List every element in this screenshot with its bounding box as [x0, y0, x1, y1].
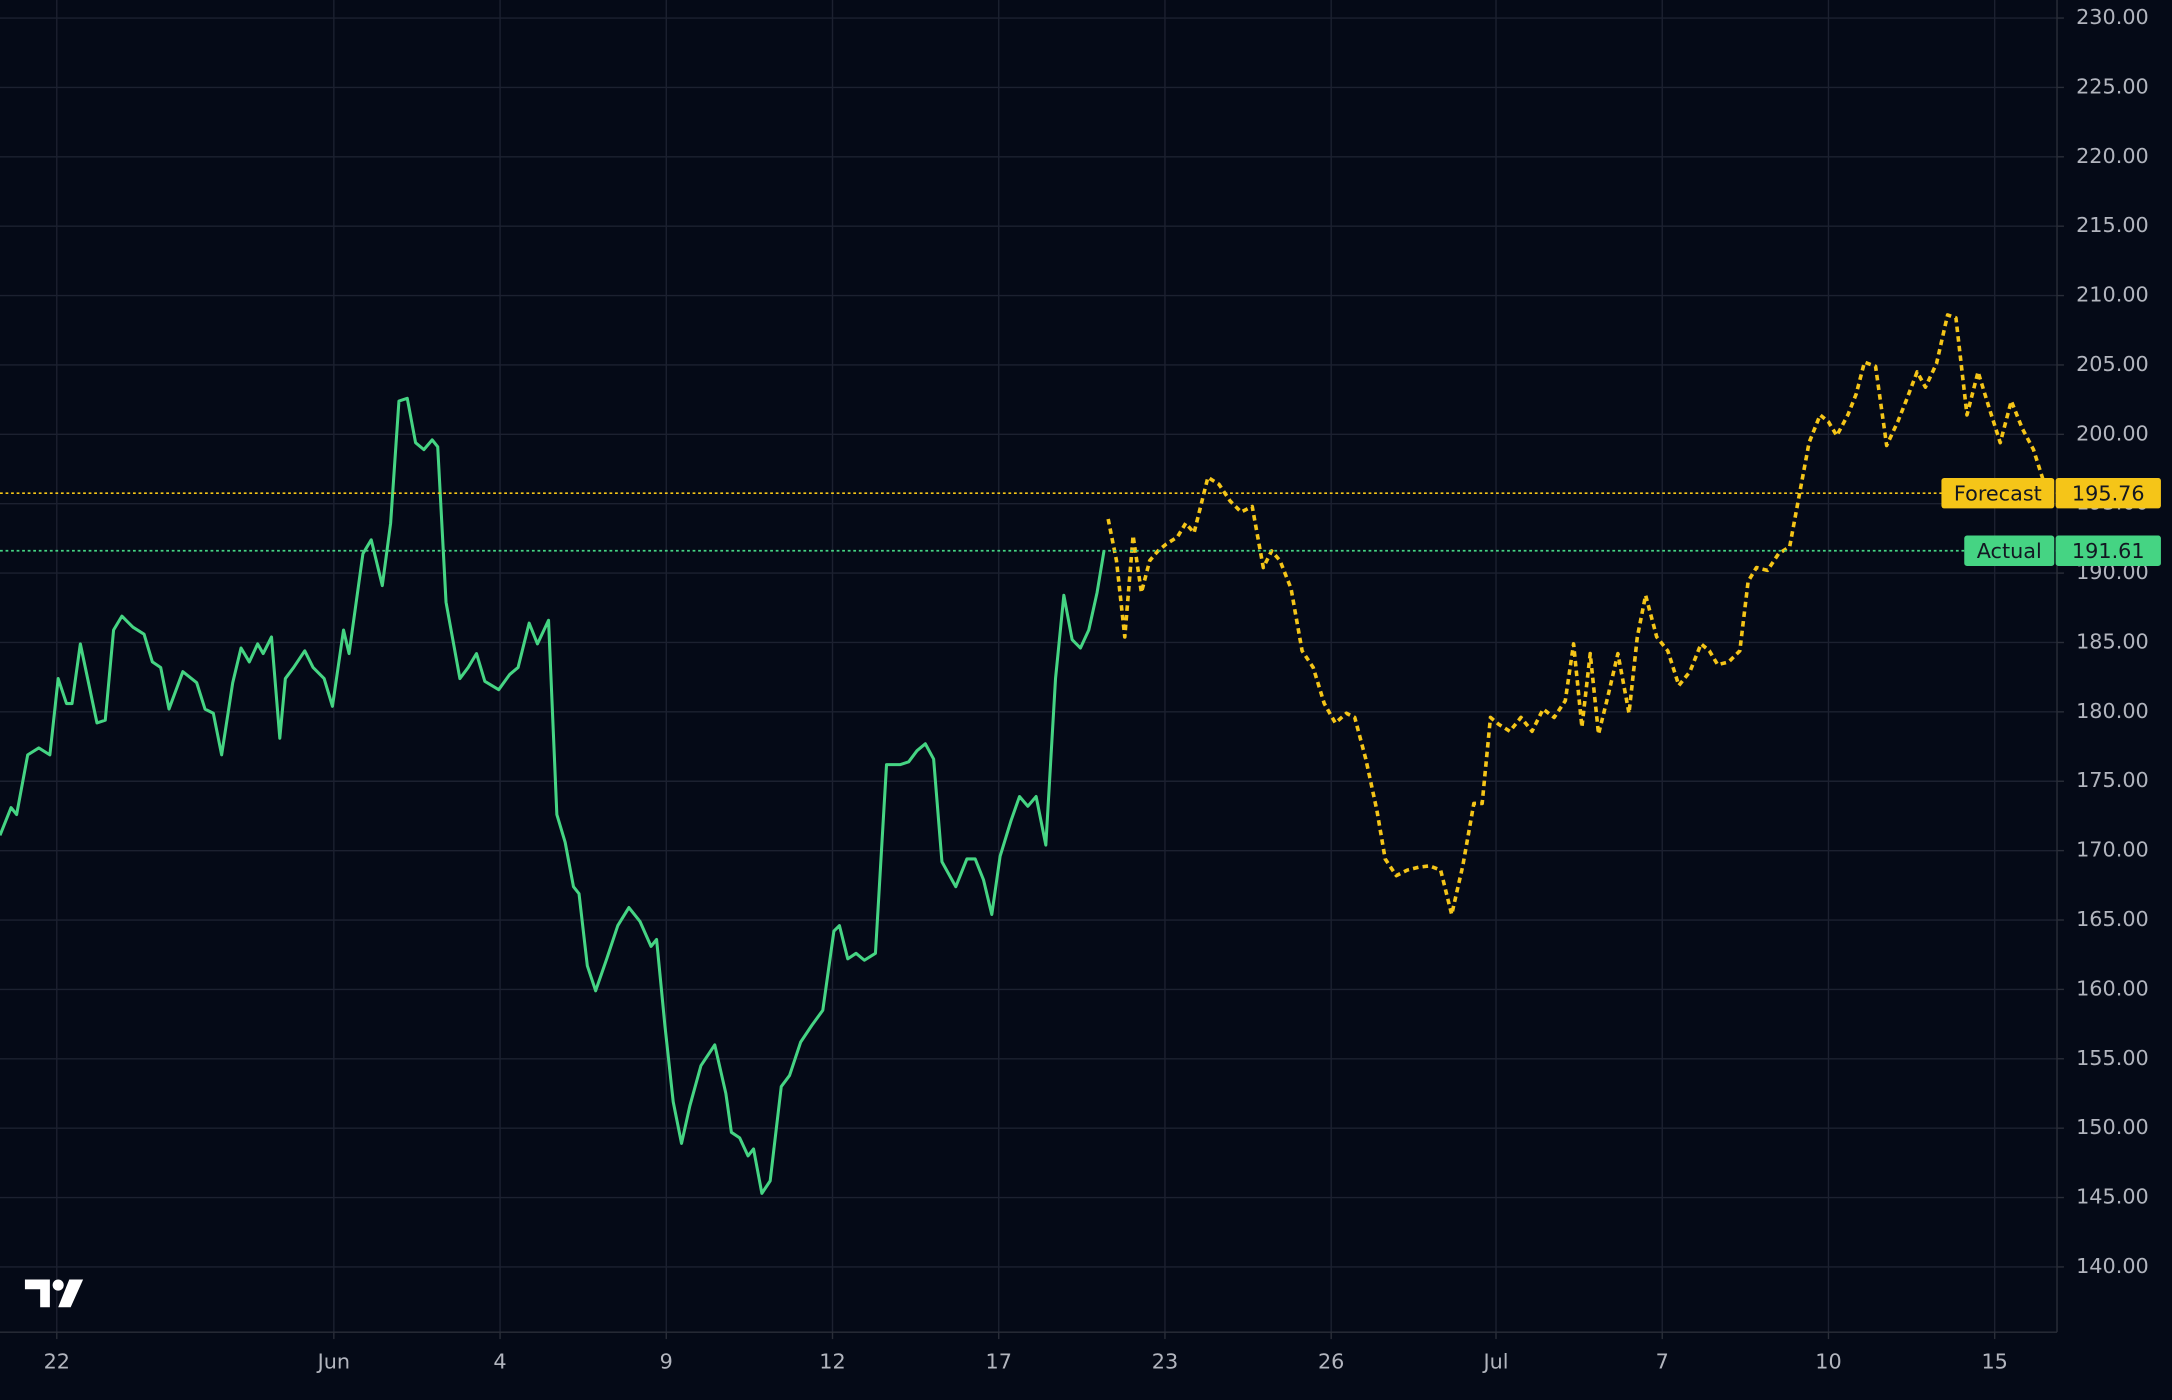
- series-line: [0, 396, 1106, 1195]
- y-tick-label: 215.00: [2076, 213, 2149, 237]
- logo-mark: [24, 1279, 50, 1308]
- y-tick-label: 150.00: [2076, 1115, 2149, 1139]
- logo-mark: [52, 1279, 64, 1291]
- y-tick-label: 185.00: [2076, 629, 2149, 653]
- y-tick-label: 175.00: [2076, 768, 2149, 792]
- y-tick-label: 170.00: [2076, 838, 2149, 862]
- tag-value-box: [2055, 535, 2161, 566]
- y-tick-label: 230.00: [2076, 5, 2149, 29]
- price-tags: Actual 191.61 Forecast 195.76: [1941, 477, 2161, 566]
- x-tick-label: 23: [1152, 1350, 1178, 1374]
- y-tick-label: 205.00: [2076, 352, 2149, 376]
- x-tick-label: 7: [1656, 1350, 1669, 1374]
- series-line: [1106, 313, 2050, 917]
- y-tick-label: 160.00: [2076, 976, 2149, 1000]
- tag-value: 195.76: [2072, 482, 2145, 506]
- x-tick-label: Jun: [316, 1350, 350, 1374]
- logo-mark: [58, 1279, 84, 1308]
- x-tick-label: 10: [1815, 1350, 1841, 1374]
- x-tick-label: 15: [1981, 1350, 2007, 1374]
- tag-value-box: [2055, 477, 2161, 509]
- y-tick-label: 180.00: [2076, 699, 2149, 723]
- x-tick-label: 26: [1318, 1350, 1344, 1374]
- y-tick-label: 190.00: [2076, 560, 2149, 584]
- tag-name-box: [1941, 477, 2055, 509]
- y-tick-label: 225.00: [2076, 74, 2149, 98]
- x-tick-label: 22: [44, 1350, 70, 1374]
- x-tick-label: Jul: [1481, 1350, 1508, 1374]
- x-tick-label: 17: [986, 1350, 1012, 1374]
- tag-value: 191.61: [2072, 539, 2145, 563]
- y-tick-label: 145.00: [2076, 1185, 2149, 1209]
- x-tick-label: 4: [493, 1350, 506, 1374]
- tag-name: Actual: [1977, 539, 2042, 563]
- plot: [0, 313, 2058, 1195]
- grid: [0, 0, 2058, 1333]
- x-tick-label: 12: [819, 1350, 845, 1374]
- y-tick-label: 220.00: [2076, 144, 2149, 168]
- y-tick-label: 165.00: [2076, 907, 2149, 931]
- logo: [24, 1279, 84, 1308]
- x-tick-label: 9: [660, 1350, 673, 1374]
- y-tick-label: 140.00: [2076, 1254, 2149, 1278]
- y-tick-label: 200.00: [2076, 421, 2149, 445]
- axes: 140.00 145.00 150.00 155.00 160.00 165.00 170.…: [44, 5, 2149, 1374]
- tag-name-box: [1964, 535, 2055, 566]
- tag-name: Forecast: [1954, 482, 2042, 506]
- y-tick-label: 155.00: [2076, 1046, 2149, 1070]
- y-tick-label: 210.00: [2076, 283, 2149, 307]
